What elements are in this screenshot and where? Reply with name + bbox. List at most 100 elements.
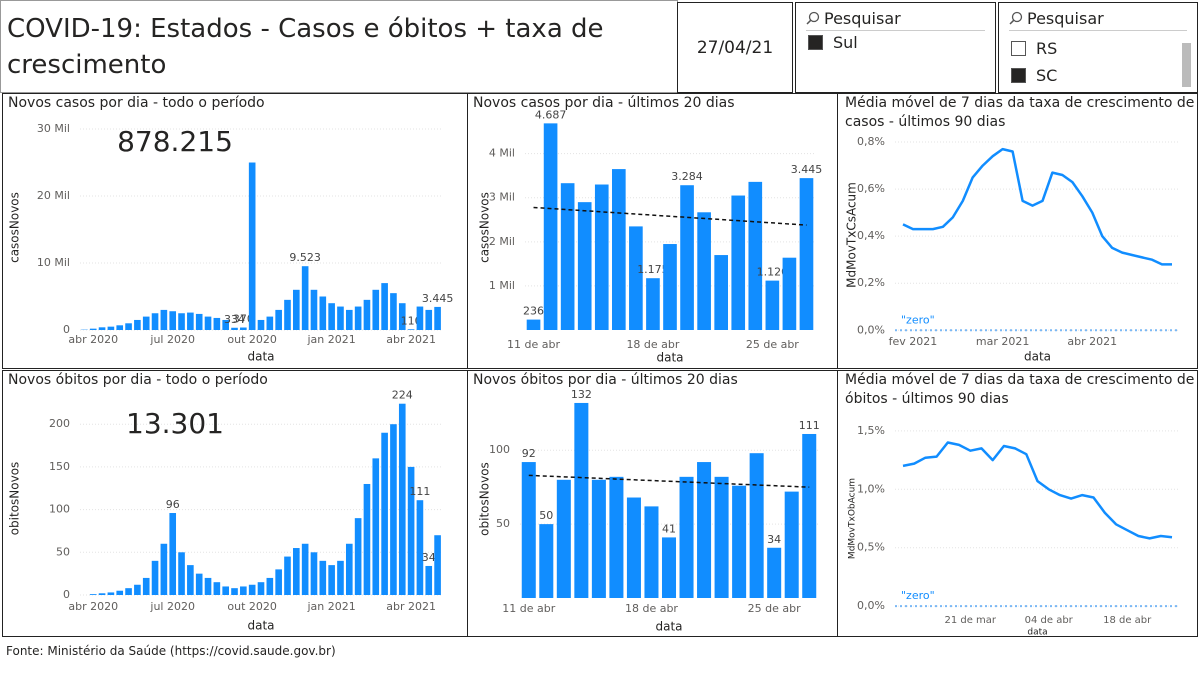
x-tick-label: abr 2021 — [386, 333, 436, 346]
bar — [714, 255, 728, 330]
bar — [434, 306, 441, 330]
bar — [222, 319, 229, 330]
bar — [594, 184, 609, 330]
bar — [204, 577, 212, 595]
bar — [416, 306, 424, 330]
bar — [284, 556, 291, 595]
x-tick-label: 11 de abr — [507, 338, 560, 351]
slicer[interactable]: Pesquisar RS SC — [998, 2, 1198, 93]
bar — [539, 524, 554, 598]
data-label: 132 — [571, 388, 592, 401]
y-tick-label: 0,4% — [857, 229, 885, 242]
bar — [782, 257, 797, 330]
checkbox[interactable] — [1011, 68, 1026, 83]
page-title: COVID-19: Estados - Casos e óbitos + tax… — [7, 14, 604, 80]
bar — [266, 577, 274, 595]
bar — [178, 313, 185, 330]
bar — [390, 424, 397, 595]
icon-part — [1009, 19, 1015, 25]
bar — [612, 169, 626, 330]
bar — [222, 586, 229, 595]
bar — [257, 319, 265, 330]
bar — [134, 584, 141, 595]
search-text: Pesquisar — [1027, 9, 1104, 28]
y-tick-label: 0,5% — [857, 541, 885, 554]
bar — [213, 317, 221, 330]
x-axis-label: data — [1024, 350, 1051, 364]
x-tick-label: fev 2021 — [889, 335, 938, 348]
y-tick-label: 20 Mil — [37, 189, 70, 202]
checkbox[interactable] — [808, 35, 823, 50]
x-tick-label: 18 de abr — [1103, 615, 1152, 626]
x-axis-label: data — [656, 351, 683, 365]
bar — [381, 283, 388, 330]
bar — [337, 306, 344, 330]
bar — [526, 319, 541, 330]
x-tick-label: abr 2021 — [386, 600, 436, 613]
bar — [749, 453, 764, 598]
search-underline — [1009, 30, 1187, 31]
bar — [240, 327, 247, 330]
bar — [425, 309, 433, 330]
data-label: 34 — [422, 551, 436, 564]
y-tick-label: 200 — [49, 417, 70, 430]
bar — [697, 212, 711, 330]
chart-title: Média móvel de 7 dias da taxa de crescim… — [845, 372, 1195, 407]
trend-line — [533, 206, 807, 226]
bar — [328, 565, 335, 595]
y-axis-label: casosNovos — [8, 192, 22, 263]
bar — [169, 311, 177, 330]
bar — [142, 316, 150, 330]
bar — [266, 316, 274, 330]
bar — [116, 590, 124, 595]
bar — [301, 266, 309, 330]
bar — [187, 565, 194, 595]
y-tick-label: 0,2% — [857, 276, 885, 289]
bar — [213, 582, 221, 595]
x-tick-label: 25 de abr — [748, 602, 801, 615]
search-box[interactable]: Pesquisar — [806, 9, 901, 28]
scrollbar[interactable] — [1182, 43, 1191, 87]
x-axis-label: data — [1027, 628, 1047, 638]
bar — [560, 183, 575, 330]
x-axis-label: data — [247, 619, 274, 633]
search-box[interactable]: Pesquisar — [1009, 9, 1104, 28]
y-tick-label: 0,0% — [857, 323, 885, 336]
data-label: 224 — [392, 389, 413, 402]
data-label: 1.120 — [757, 266, 789, 279]
bar — [195, 573, 203, 595]
item-label: SC — [1036, 66, 1058, 85]
bar — [240, 586, 247, 595]
date-card: 27/04/21 — [677, 2, 793, 93]
bar — [680, 185, 694, 330]
bar — [732, 485, 747, 598]
x-tick-label: out 2020 — [227, 333, 277, 346]
bar — [629, 226, 643, 330]
slicer-item[interactable]: SC — [1011, 66, 1057, 85]
bar — [697, 462, 712, 598]
slicer-item[interactable]: RS — [1011, 39, 1057, 58]
slicer[interactable]: Pesquisar Sul — [795, 2, 996, 93]
bar — [310, 289, 318, 330]
bar — [521, 462, 536, 598]
x-tick-label: jan 2021 — [307, 600, 356, 613]
slicer-item[interactable]: Sul — [808, 33, 858, 52]
bar — [609, 476, 624, 598]
checkbox[interactable] — [1011, 41, 1026, 56]
bar — [345, 543, 353, 595]
search-icon — [1009, 11, 1023, 25]
bar — [248, 584, 256, 595]
search-text: Pesquisar — [824, 9, 901, 28]
bar — [134, 319, 141, 330]
chart-title: Novos casos por dia - todo o período — [8, 95, 265, 111]
y-tick-label: 2 Mil — [489, 235, 515, 248]
bar — [310, 552, 318, 595]
bar — [363, 483, 371, 595]
date: 27/04/21 — [696, 38, 774, 58]
y-tick-label: 0,0% — [857, 599, 885, 612]
bar — [765, 280, 780, 330]
x-axis-label: data — [655, 620, 682, 634]
total-card: 878.215 — [117, 125, 233, 158]
annotation: "zero" — [901, 313, 935, 326]
data-label: 92 — [522, 447, 536, 460]
